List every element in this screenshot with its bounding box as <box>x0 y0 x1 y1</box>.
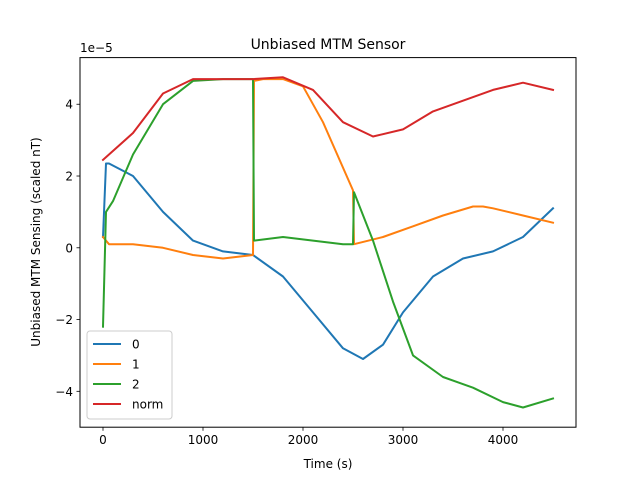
y-tick-label: −4 <box>55 385 73 399</box>
y-axis-label: Unbiased MTM Sensing (scaled nT) <box>29 137 43 347</box>
x-tick-label: 1000 <box>188 433 219 447</box>
y-tick-label: 2 <box>65 170 73 184</box>
series-line-norm <box>101 76 555 162</box>
chart-title: Unbiased MTM Sensor <box>251 37 406 53</box>
legend-label-norm: norm <box>132 398 163 412</box>
y-tick-label: 0 <box>65 241 73 255</box>
legend-label-0: 0 <box>132 338 140 352</box>
series-line-2 <box>101 78 555 409</box>
legend-box <box>86 330 173 420</box>
legend-label-1: 1 <box>132 358 140 372</box>
plot-frame <box>79 57 577 428</box>
x-axis-label: Time (s) <box>303 457 353 471</box>
y-tick-label: 4 <box>65 98 73 112</box>
legend: 0 1 2 norm <box>86 330 173 420</box>
y-axis-offset-label: 1e−5 <box>80 41 113 55</box>
x-tick-label: 0 <box>99 433 107 447</box>
legend-label-2: 2 <box>132 378 140 392</box>
axes: 0 1000 2000 3000 4000 −4 −2 0 2 4 <box>55 98 518 447</box>
x-tick-label: 2000 <box>288 433 319 447</box>
series-line-0 <box>101 162 555 360</box>
y-tick-label: −2 <box>55 313 73 327</box>
plot-area <box>101 76 555 409</box>
x-tick-label: 4000 <box>488 433 519 447</box>
x-tick-label: 3000 <box>388 433 419 447</box>
